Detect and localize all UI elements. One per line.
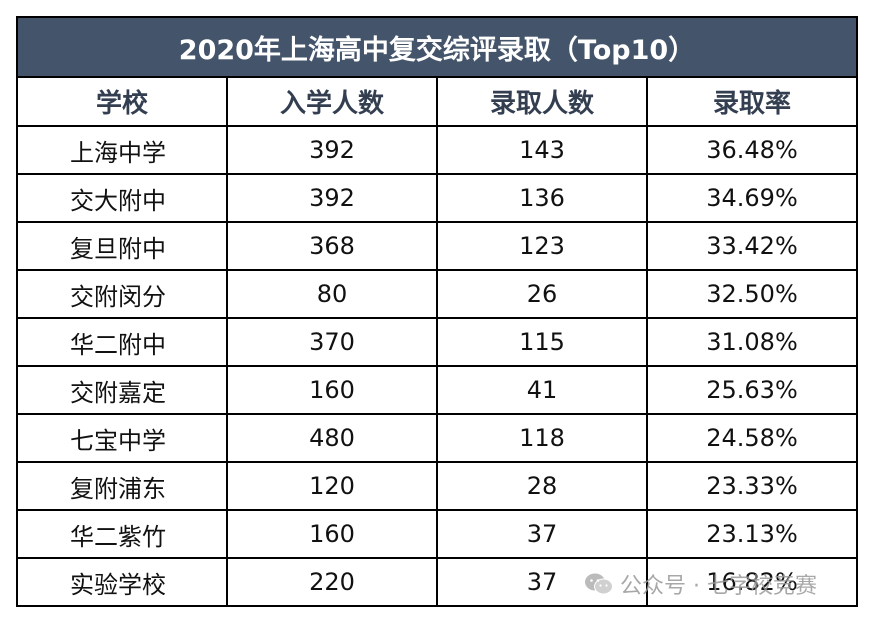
enrollment-cell: 120 [226, 461, 438, 511]
admitted-cell: 123 [436, 221, 648, 271]
enrollment-cell: 160 [226, 365, 438, 415]
school-cell: 复附浦东 [16, 461, 228, 511]
enrollment-cell: 80 [226, 269, 438, 319]
school-cell: 交附嘉定 [16, 365, 228, 415]
rate-cell: 23.13% [646, 509, 858, 559]
enrollment-cell: 480 [226, 413, 438, 463]
table-row: 华二紫竹 160 37 23.13% [16, 509, 858, 559]
enrollment-cell: 220 [226, 557, 438, 607]
watermark-text: 公众号 · 七字校竞赛 [620, 574, 817, 599]
enrollment-cell: 392 [226, 173, 438, 223]
admitted-cell: 143 [436, 125, 648, 175]
rate-cell: 16.82% [646, 557, 858, 607]
school-cell: 复旦附中 [16, 221, 228, 271]
rate-cell: 24.58% [646, 413, 858, 463]
admitted-cell: 37 [436, 509, 648, 559]
table-row: 复旦附中 368 123 33.42% [16, 221, 858, 271]
table-row: 交附嘉定 160 41 25.63% [16, 365, 858, 415]
rate-cell: 25.63% [646, 365, 858, 415]
header-school: 学校 [16, 76, 228, 127]
table-title: 2020年上海高中复交综评录取（Top10） [16, 16, 858, 78]
table-row: 交大附中 392 136 34.69% [16, 173, 858, 223]
admitted-cell: 136 [436, 173, 648, 223]
school-cell: 华二紫竹 [16, 509, 228, 559]
school-cell: 交附闵分 [16, 269, 228, 319]
header-admitted: 录取人数 [436, 76, 648, 127]
school-cell: 七宝中学 [16, 413, 228, 463]
admitted-cell: 26 [436, 269, 648, 319]
admitted-cell: 28 [436, 461, 648, 511]
rate-cell: 31.08% [646, 317, 858, 367]
rate-cell: 32.50% [646, 269, 858, 319]
school-cell: 实验学校 [16, 557, 228, 607]
table-row: 实验学校 220 37 16.82% [16, 557, 858, 607]
table-row: 华二附中 370 115 31.08% [16, 317, 858, 367]
enrollment-cell: 392 [226, 125, 438, 175]
school-cell: 交大附中 [16, 173, 228, 223]
table-row: 交附闵分 80 26 32.50% [16, 269, 858, 319]
table-row: 复附浦东 120 28 23.33% [16, 461, 858, 511]
table-row: 上海中学 392 143 36.48% [16, 125, 858, 175]
admission-table-container: 2020年上海高中复交综评录取（Top10） 学校 入学人数 录取人数 录取率 … [16, 16, 858, 607]
admitted-cell: 118 [436, 413, 648, 463]
rate-cell: 36.48% [646, 125, 858, 175]
header-row: 学校 入学人数 录取人数 录取率 [16, 76, 858, 127]
watermark: 公众号 · 七字校竞赛 [584, 568, 817, 600]
enrollment-cell: 368 [226, 221, 438, 271]
header-admission-rate: 录取率 [646, 76, 858, 127]
enrollment-cell: 370 [226, 317, 438, 367]
rate-cell: 33.42% [646, 221, 858, 271]
school-cell: 上海中学 [16, 125, 228, 175]
enrollment-cell: 160 [226, 509, 438, 559]
table-row: 七宝中学 480 118 24.58% [16, 413, 858, 463]
header-enrollment: 入学人数 [226, 76, 438, 127]
admitted-cell: 37 [436, 557, 648, 607]
admitted-cell: 115 [436, 317, 648, 367]
admitted-cell: 41 [436, 365, 648, 415]
wechat-icon [584, 572, 614, 596]
admission-table: 2020年上海高中复交综评录取（Top10） 学校 入学人数 录取人数 录取率 … [16, 16, 858, 607]
rate-cell: 23.33% [646, 461, 858, 511]
title-row: 2020年上海高中复交综评录取（Top10） [16, 16, 858, 78]
school-cell: 华二附中 [16, 317, 228, 367]
rate-cell: 34.69% [646, 173, 858, 223]
